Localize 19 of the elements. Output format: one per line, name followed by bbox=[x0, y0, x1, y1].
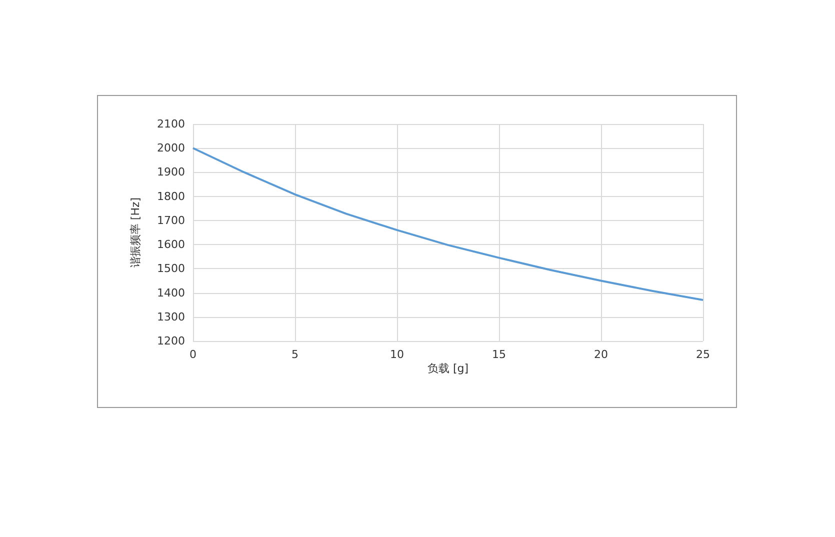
y-tick-label: 2000 bbox=[157, 142, 185, 155]
x-tick-label: 5 bbox=[292, 348, 298, 361]
line-series bbox=[192, 147, 704, 302]
y-axis-title: 谐振频率 [Hz] bbox=[129, 197, 142, 268]
y-tick-label: 1600 bbox=[157, 238, 185, 252]
y-tick-label: 2100 bbox=[157, 118, 185, 130]
y-tick-label: 1400 bbox=[157, 286, 185, 300]
y-tick-label: 1500 bbox=[157, 262, 185, 276]
y-tick-label: 1900 bbox=[157, 166, 185, 179]
y-tick-label: 1200 bbox=[157, 334, 185, 348]
x-tick-label: 15 bbox=[492, 348, 506, 361]
x-tick-label: 10 bbox=[390, 348, 404, 361]
y-tick-label: 1700 bbox=[157, 214, 185, 227]
x-tick-label: 20 bbox=[594, 348, 608, 361]
y-tick-label: 1300 bbox=[157, 310, 185, 324]
y-tick-label: 1800 bbox=[157, 190, 185, 203]
x-axis-title: 负载 [g] bbox=[427, 362, 469, 375]
x-tick-label: 25 bbox=[696, 348, 710, 361]
x-tick-label: 0 bbox=[190, 348, 196, 361]
